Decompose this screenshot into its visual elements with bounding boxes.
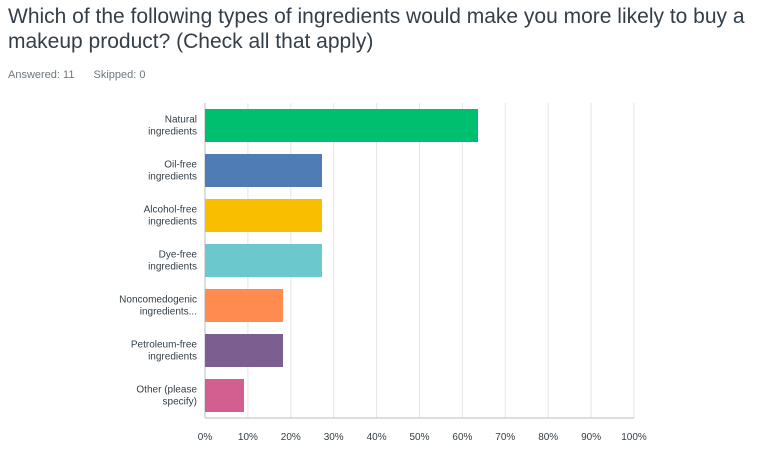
x-tick-label: 90% [581, 432, 601, 443]
bar [205, 154, 322, 187]
bar [205, 379, 244, 412]
category-label: Noncomedogenic ingredients... [119, 295, 197, 318]
response-stats: Answered: 11 Skipped: 0 [8, 69, 162, 81]
x-tick-label: 60% [452, 432, 472, 443]
x-tick-label: 70% [495, 432, 515, 443]
x-tick-label: 80% [538, 432, 558, 443]
category-label: Alcohol-free ingredients [144, 205, 198, 228]
answered-count: Answered: 11 [8, 69, 75, 81]
category-label: Natural ingredients [148, 115, 197, 138]
bar [205, 109, 479, 142]
category-label: Petroleum-free ingredients [131, 340, 198, 363]
category-label: Oil-free ingredients [148, 160, 197, 183]
category-label: Other (please specify) [136, 385, 197, 408]
x-tick-label: 10% [238, 432, 258, 443]
question-title: Which of the following types of ingredie… [8, 5, 745, 53]
x-tick-label: 20% [281, 432, 301, 443]
bar [205, 334, 283, 367]
skipped-count: Skipped: 0 [93, 69, 146, 81]
x-tick-label: 50% [409, 432, 429, 443]
bar [205, 244, 322, 277]
x-tick-label: 40% [367, 432, 387, 443]
bar [205, 199, 322, 232]
x-tick-label: 0% [198, 432, 213, 443]
x-tick-label: 100% [621, 432, 647, 443]
bar [205, 289, 283, 322]
x-tick-label: 30% [324, 432, 344, 443]
category-label: Dye-free ingredients [148, 250, 197, 273]
